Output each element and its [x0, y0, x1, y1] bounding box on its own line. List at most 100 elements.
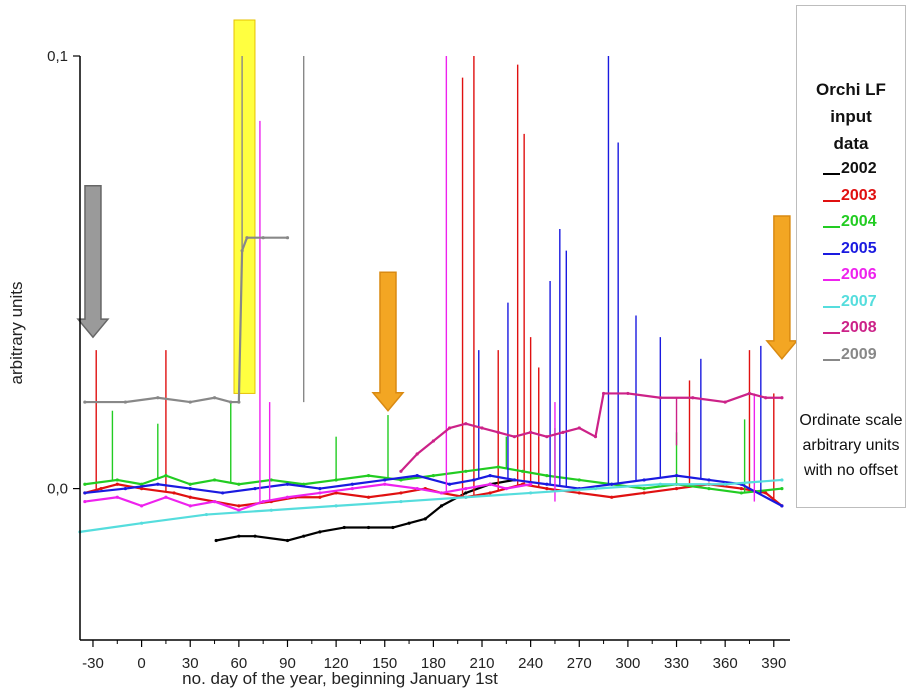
data-point-2003	[318, 495, 322, 499]
data-point-2005	[610, 482, 614, 486]
legend-swatch-2009	[823, 358, 840, 361]
data-point-2007	[464, 495, 468, 499]
data-point-2004	[188, 482, 192, 486]
data-point-2009	[285, 236, 290, 240]
legend-swatch-2008	[823, 332, 840, 334]
y-tick-label: 0,1	[47, 48, 68, 65]
data-point-2009	[237, 400, 241, 404]
data-point-2009	[212, 396, 217, 400]
x-tick-label: 150	[372, 655, 397, 672]
series-2009	[83, 56, 305, 404]
series-line-2003	[84, 483, 783, 507]
series-line-2007	[79, 478, 782, 533]
x-tick-label: 300	[615, 655, 640, 672]
data-point-2005	[188, 486, 192, 491]
legend-note-line-2: arbitrary units	[802, 437, 900, 454]
data-point-2008	[626, 391, 630, 396]
data-point-2003	[488, 491, 492, 495]
data-point-2007	[593, 486, 598, 491]
data-point-2008	[447, 426, 452, 430]
x-tick-label: 120	[324, 655, 349, 672]
series-line-2008	[400, 392, 782, 473]
y-tick-label: 0,0	[47, 481, 68, 498]
data-point-2007	[334, 504, 338, 508]
data-point-2007	[780, 478, 784, 482]
data-point-2006	[237, 508, 241, 512]
x-axis-title: no. day of the year, beginning January 1…	[182, 669, 498, 688]
legend-entry-2002: 2002	[823, 160, 877, 178]
legend-entry-2005: 2005	[823, 240, 877, 258]
series-2007	[78, 478, 784, 534]
series-layer	[78, 56, 784, 543]
legend-entry-2003: 2003	[823, 187, 877, 205]
data-point-2006	[139, 504, 144, 508]
data-point-2005	[674, 474, 679, 478]
data-point-2008	[593, 435, 598, 439]
data-point-2005	[253, 486, 257, 491]
data-point-2002	[285, 538, 290, 543]
data-point-2004	[269, 478, 273, 482]
data-point-2002	[237, 534, 241, 538]
legend-entry-2004: 2004	[823, 213, 877, 231]
legend-label-2003: 2003	[841, 186, 877, 204]
legend-label-2009: 2009	[841, 345, 877, 363]
data-point-2007	[204, 512, 209, 517]
data-point-2004	[496, 465, 500, 469]
data-point-2003	[99, 486, 103, 491]
series-2006	[83, 56, 756, 512]
data-point-2006	[415, 486, 419, 491]
legend-swatch-2007	[823, 305, 840, 308]
data-point-2009	[156, 396, 160, 400]
legend-swatch-2003	[823, 199, 840, 202]
data-point-2004	[212, 478, 217, 482]
data-point-2006	[318, 491, 322, 495]
data-point-2002	[253, 534, 257, 538]
legend-title-line-1: Orchi LF	[816, 80, 886, 99]
data-point-2006	[188, 504, 192, 508]
legend-note-line-1: Ordinate scale	[799, 412, 903, 429]
data-point-2004	[431, 474, 435, 478]
data-point-2003	[674, 486, 679, 491]
legend-swatch-2005	[823, 252, 840, 255]
data-point-2005	[488, 474, 492, 478]
data-point-2007	[139, 521, 144, 525]
data-point-2005	[707, 478, 711, 482]
data-point-2008	[480, 426, 484, 430]
data-point-2004	[739, 491, 743, 495]
data-point-2004	[707, 486, 711, 491]
data-point-2008	[780, 396, 784, 400]
x-tick-label: 330	[664, 655, 689, 672]
highlight-layer	[233, 19, 256, 394]
axes: -30 0 30 60 90 120 150 180 210 240 270 300 330 360 390…	[47, 48, 790, 672]
data-point-2008	[431, 439, 435, 443]
data-point-2005	[383, 478, 387, 482]
x-tick-label: 240	[518, 655, 543, 672]
data-point-2002	[366, 525, 371, 530]
legend-label-2008: 2008	[841, 319, 877, 336]
legend-label-2005: 2005	[841, 239, 877, 257]
data-point-2006	[504, 486, 508, 491]
data-point-2005	[123, 486, 127, 491]
data-point-2006	[115, 495, 119, 499]
data-point-2008	[691, 396, 695, 400]
series-line-2004	[84, 465, 783, 495]
arrow-orange-3	[765, 215, 799, 360]
data-point-2008	[496, 430, 500, 434]
series-line-2006	[84, 483, 531, 512]
data-point-2005	[642, 478, 646, 482]
data-point-2008	[764, 396, 768, 400]
data-point-2005	[285, 482, 290, 486]
data-point-2009	[261, 236, 265, 240]
legend-swatch-2002	[823, 173, 840, 175]
x-tick-label: 180	[421, 655, 446, 672]
x-tick-label: 0	[137, 655, 145, 672]
data-point-2006	[350, 486, 354, 491]
data-point-2002	[214, 538, 218, 543]
x-tick-label: 270	[567, 655, 592, 672]
data-point-2003	[188, 495, 192, 499]
legend-swatch-2004	[823, 226, 840, 228]
data-point-2006	[439, 491, 444, 495]
data-point-2004	[164, 474, 168, 478]
data-point-2003	[739, 486, 743, 491]
